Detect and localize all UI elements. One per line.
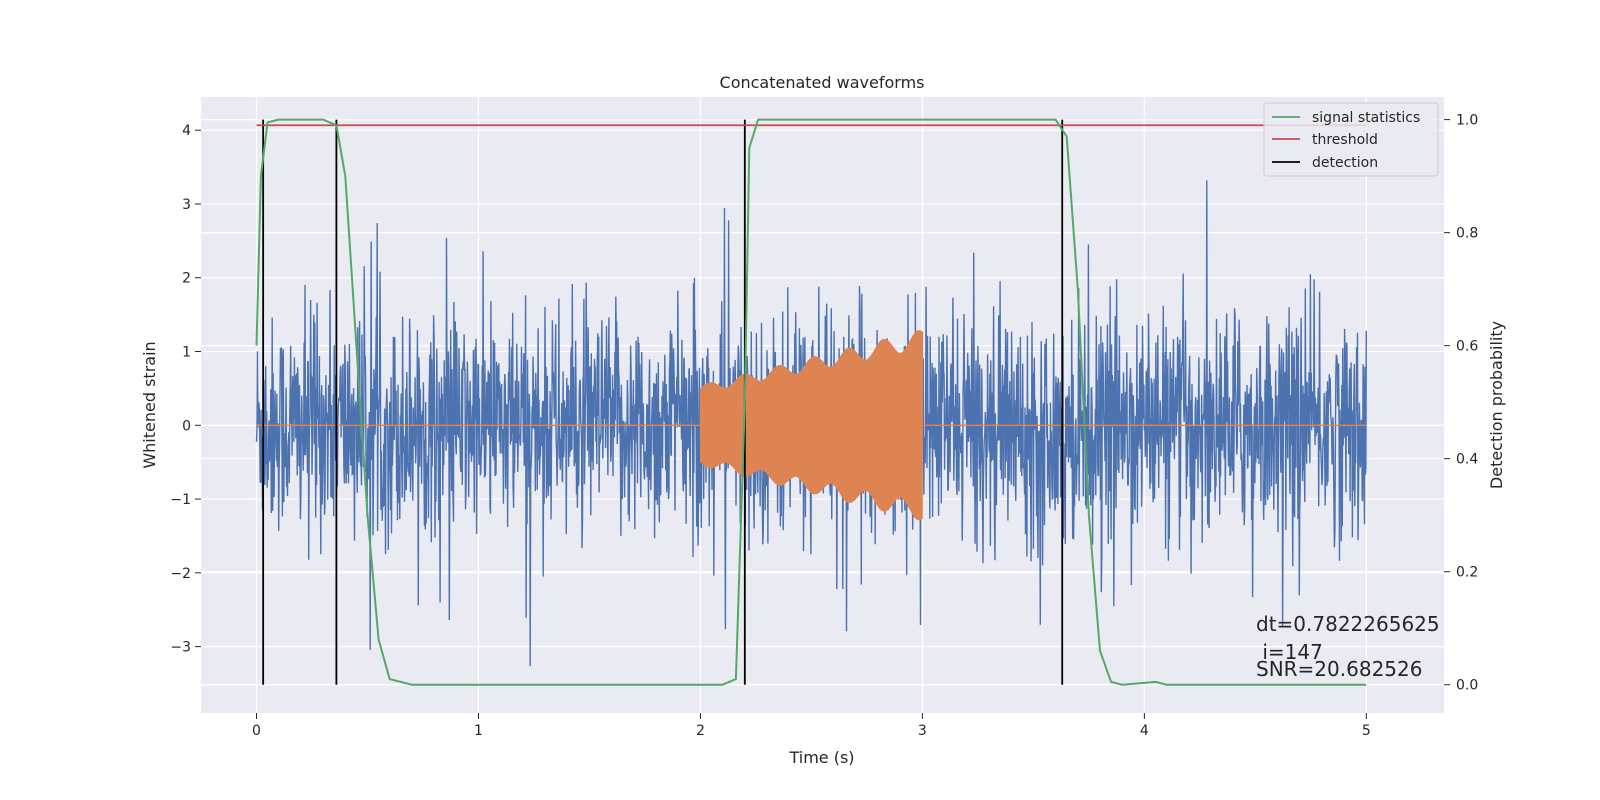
y-axis-label-right: Detection probability bbox=[1487, 321, 1506, 489]
legend-label-signal-statistics: signal statistics bbox=[1312, 110, 1420, 126]
annotation-dt: dt=0.7822265625 bbox=[1256, 612, 1440, 636]
grid bbox=[201, 97, 1444, 713]
annotation-index: i=147 bbox=[1256, 640, 1323, 664]
left-tick-label-4: 1 bbox=[182, 345, 191, 361]
x-axis-label: Time (s) bbox=[788, 748, 854, 767]
x-tick-label-2: 2 bbox=[696, 723, 705, 739]
right-tick-label-5: 1.0 bbox=[1456, 113, 1478, 129]
legend-label-threshold: threshold bbox=[1312, 132, 1378, 148]
legend-label-detection: detection bbox=[1312, 155, 1378, 171]
series-layer bbox=[255, 118, 1367, 686]
y-axis-label-left: Whitened strain bbox=[140, 341, 159, 468]
x-tick-label-3: 3 bbox=[918, 723, 927, 739]
right-axis-ticks: 0.0 0.2 0.4 0.6 0.8 1.0 bbox=[1444, 113, 1478, 694]
x-tick-label-1: 1 bbox=[474, 723, 483, 739]
right-tick-label-0: 0.0 bbox=[1456, 678, 1478, 694]
left-tick-label-5: 2 bbox=[182, 271, 191, 287]
x-tick-label-4: 4 bbox=[1140, 723, 1149, 739]
right-tick-label-4: 0.8 bbox=[1456, 226, 1478, 242]
right-tick-label-3: 0.6 bbox=[1456, 339, 1478, 355]
left-tick-label-7: 4 bbox=[182, 123, 191, 139]
left-axis-ticks: −3 −2 −1 0 1 2 3 4 bbox=[170, 123, 201, 656]
x-axis-ticks: 0 1 2 3 4 5 bbox=[252, 713, 1371, 739]
chart-title: Concatenated waveforms bbox=[720, 73, 925, 92]
x-tick-label-5: 5 bbox=[1362, 723, 1371, 739]
left-tick-label-2: −1 bbox=[170, 492, 191, 508]
x-tick-label-0: 0 bbox=[252, 723, 261, 739]
left-tick-label-0: −3 bbox=[170, 640, 191, 656]
legend-box bbox=[1263, 102, 1439, 177]
legend: signal statistics threshold detection bbox=[1263, 102, 1439, 177]
series-chirp-line bbox=[256, 330, 1367, 521]
left-tick-label-3: 0 bbox=[182, 418, 191, 434]
right-tick-label-2: 0.4 bbox=[1456, 452, 1478, 468]
left-tick-label-6: 3 bbox=[182, 197, 191, 213]
series-signal-statistics-line bbox=[255, 118, 1367, 686]
annotation-snr: SNR=20.682526 bbox=[1256, 657, 1422, 681]
left-tick-label-1: −2 bbox=[170, 566, 191, 582]
right-tick-label-1: 0.2 bbox=[1456, 565, 1478, 581]
